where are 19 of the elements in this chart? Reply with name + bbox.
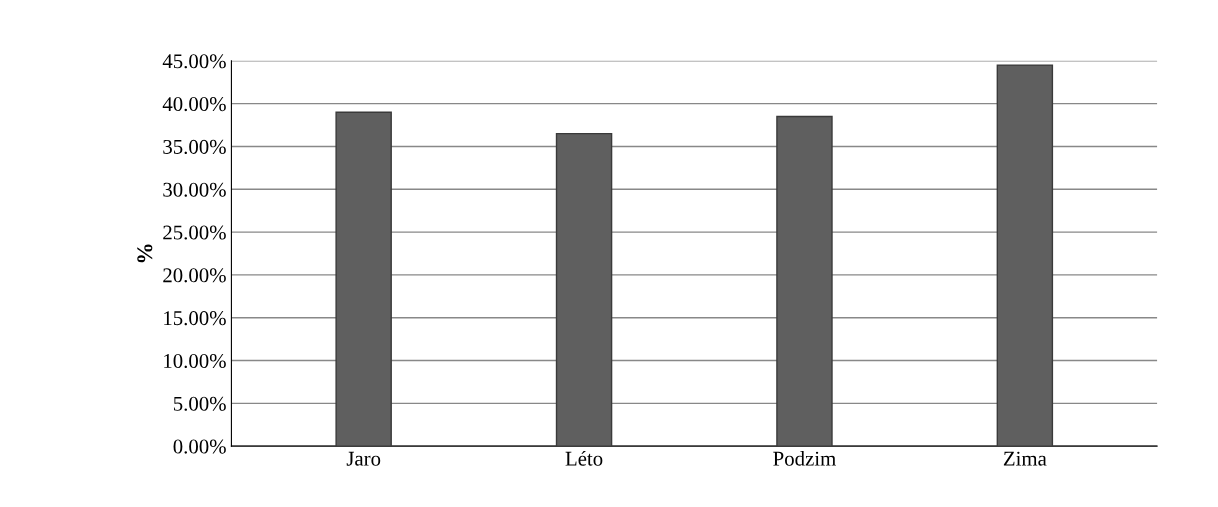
y-axis-title: % — [137, 244, 153, 263]
bar — [776, 115, 833, 447]
x-tick-label: Léto — [565, 450, 603, 466]
bar — [996, 64, 1054, 447]
y-tick-label: 5.00% — [173, 396, 226, 411]
bar — [555, 132, 613, 447]
y-tick-label: 35.00% — [163, 139, 226, 154]
x-tick-label: Jaro — [346, 451, 381, 466]
x-tick-label: Zima — [1003, 451, 1047, 466]
y-tick-label: 0.00% — [173, 439, 226, 454]
y-tick-label: 20.00% — [163, 268, 226, 283]
x-tick-label: Podzim — [773, 451, 836, 466]
y-tick-label: 10.00% — [164, 353, 226, 369]
bar — [335, 111, 392, 447]
y-tick-label: 40.00% — [162, 97, 226, 112]
y-tick-label: 30.00% — [163, 182, 226, 197]
y-tick-label: 45.00% — [162, 54, 226, 69]
y-tick-label: 15.00% — [164, 311, 226, 326]
y-tick-label: 25.00% — [163, 225, 226, 240]
